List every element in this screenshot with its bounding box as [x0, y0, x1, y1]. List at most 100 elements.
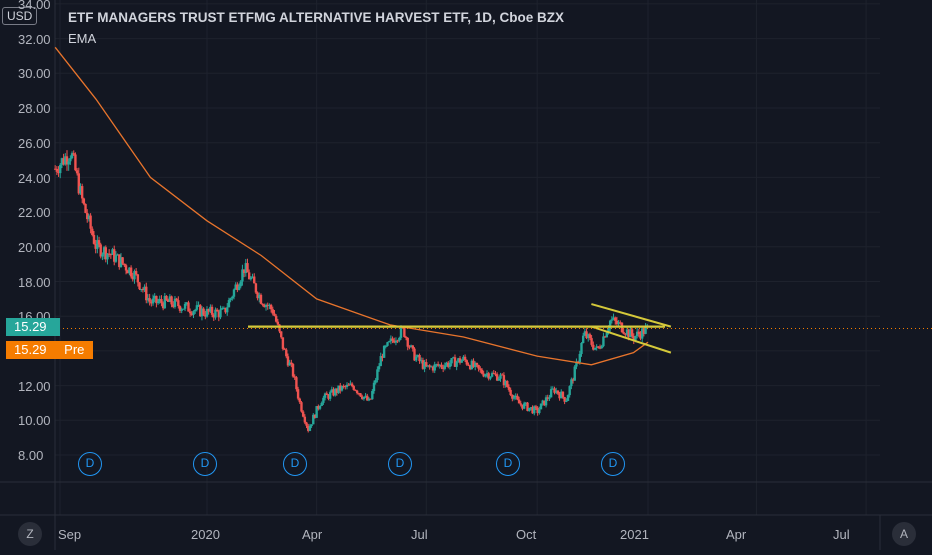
- candle-body: [637, 331, 641, 335]
- candle-body: [507, 386, 511, 390]
- candle-body: [322, 397, 325, 403]
- candle-body: [69, 158, 72, 162]
- candle-body: [141, 289, 145, 291]
- candle-body: [298, 398, 301, 403]
- candle-body: [87, 215, 91, 220]
- candle-body: [99, 244, 102, 257]
- candle-body: [366, 395, 369, 401]
- dividend-marker[interactable]: D: [388, 452, 412, 476]
- candle-body: [310, 424, 313, 427]
- candle-body: [387, 341, 391, 343]
- candle-body: [627, 329, 630, 338]
- candle-body: [416, 354, 420, 357]
- candle-body: [62, 158, 65, 165]
- candle-body: [177, 300, 180, 307]
- time-label: Jul: [411, 527, 428, 542]
- candle-body: [398, 337, 401, 341]
- candle-body: [247, 272, 251, 280]
- candle-body: [293, 376, 296, 378]
- candle-body: [53, 168, 57, 170]
- log-scale-button[interactable]: Z: [18, 522, 42, 546]
- candle-body: [465, 360, 468, 365]
- dividend-marker[interactable]: D: [283, 452, 307, 476]
- dividend-marker[interactable]: D: [193, 452, 217, 476]
- candle-body: [288, 362, 291, 366]
- candle-body: [377, 366, 381, 370]
- candle-body: [254, 283, 258, 293]
- ema-indicator-label[interactable]: EMA: [68, 31, 97, 46]
- candle-body: [423, 362, 426, 369]
- candle-body: [334, 388, 337, 396]
- candle-body: [551, 388, 555, 390]
- candle-body: [352, 386, 355, 390]
- candle-body: [295, 377, 298, 390]
- candle-body: [239, 281, 242, 287]
- candle-body: [414, 356, 418, 361]
- candle-body: [607, 328, 610, 333]
- candle-body: [283, 348, 286, 350]
- dividend-marker[interactable]: D: [601, 452, 625, 476]
- candle-body: [480, 369, 484, 374]
- dividend-marker[interactable]: D: [496, 452, 520, 476]
- candle-body: [490, 373, 494, 377]
- candle-body: [509, 389, 512, 396]
- candle-body: [522, 403, 526, 409]
- candle-body: [575, 361, 578, 367]
- candle-body: [379, 356, 382, 367]
- candle-body: [570, 379, 573, 387]
- candle-body: [242, 269, 246, 274]
- candle-body: [381, 356, 384, 358]
- currency-badge[interactable]: USD: [2, 7, 38, 25]
- candle-body: [558, 393, 561, 399]
- candle-body: [472, 360, 475, 367]
- candle-body: [345, 384, 349, 387]
- candle-body: [369, 398, 372, 400]
- candle-body: [263, 305, 266, 308]
- candle-body: [236, 284, 239, 291]
- time-label: Apr: [726, 527, 747, 542]
- candle-body: [436, 364, 440, 366]
- dividend-marker[interactable]: D: [78, 452, 102, 476]
- candle-body: [280, 331, 283, 338]
- price-label: 34.00: [18, 0, 51, 12]
- candle-body: [318, 405, 322, 409]
- candle-body: [266, 304, 269, 306]
- auto-scale-button[interactable]: A: [892, 522, 916, 546]
- channel-line: [591, 303, 672, 328]
- candle-body: [167, 299, 170, 302]
- candle-body: [484, 374, 487, 377]
- candle-body: [404, 336, 408, 338]
- candle-body: [362, 396, 366, 399]
- candle-body: [296, 389, 300, 399]
- candle-body: [639, 334, 642, 339]
- candle-body: [123, 263, 126, 266]
- candle-body: [205, 309, 209, 317]
- candle-body: [107, 253, 111, 255]
- candle-body: [119, 257, 123, 268]
- candle-body: [347, 384, 350, 386]
- candle-body: [548, 397, 551, 399]
- candle-body: [199, 304, 202, 317]
- candle-body: [541, 400, 544, 404]
- candle-body: [145, 286, 148, 301]
- candle-body: [425, 362, 428, 367]
- candle-body: [323, 393, 327, 398]
- candle-body: [463, 356, 467, 361]
- candle-body: [355, 390, 359, 394]
- candle-body: [101, 254, 104, 257]
- candle-body: [502, 375, 506, 386]
- candle-body: [420, 360, 423, 362]
- candle-body: [382, 345, 386, 358]
- candle-body: [222, 307, 226, 309]
- candle-body: [477, 364, 480, 369]
- candle-body: [568, 386, 571, 396]
- candle-body: [350, 383, 354, 387]
- candle-body: [278, 324, 281, 332]
- candle-body: [554, 390, 558, 393]
- candle-body: [72, 153, 75, 155]
- candle-body: [514, 395, 517, 398]
- candle-body: [320, 402, 323, 406]
- candle-body: [74, 154, 77, 171]
